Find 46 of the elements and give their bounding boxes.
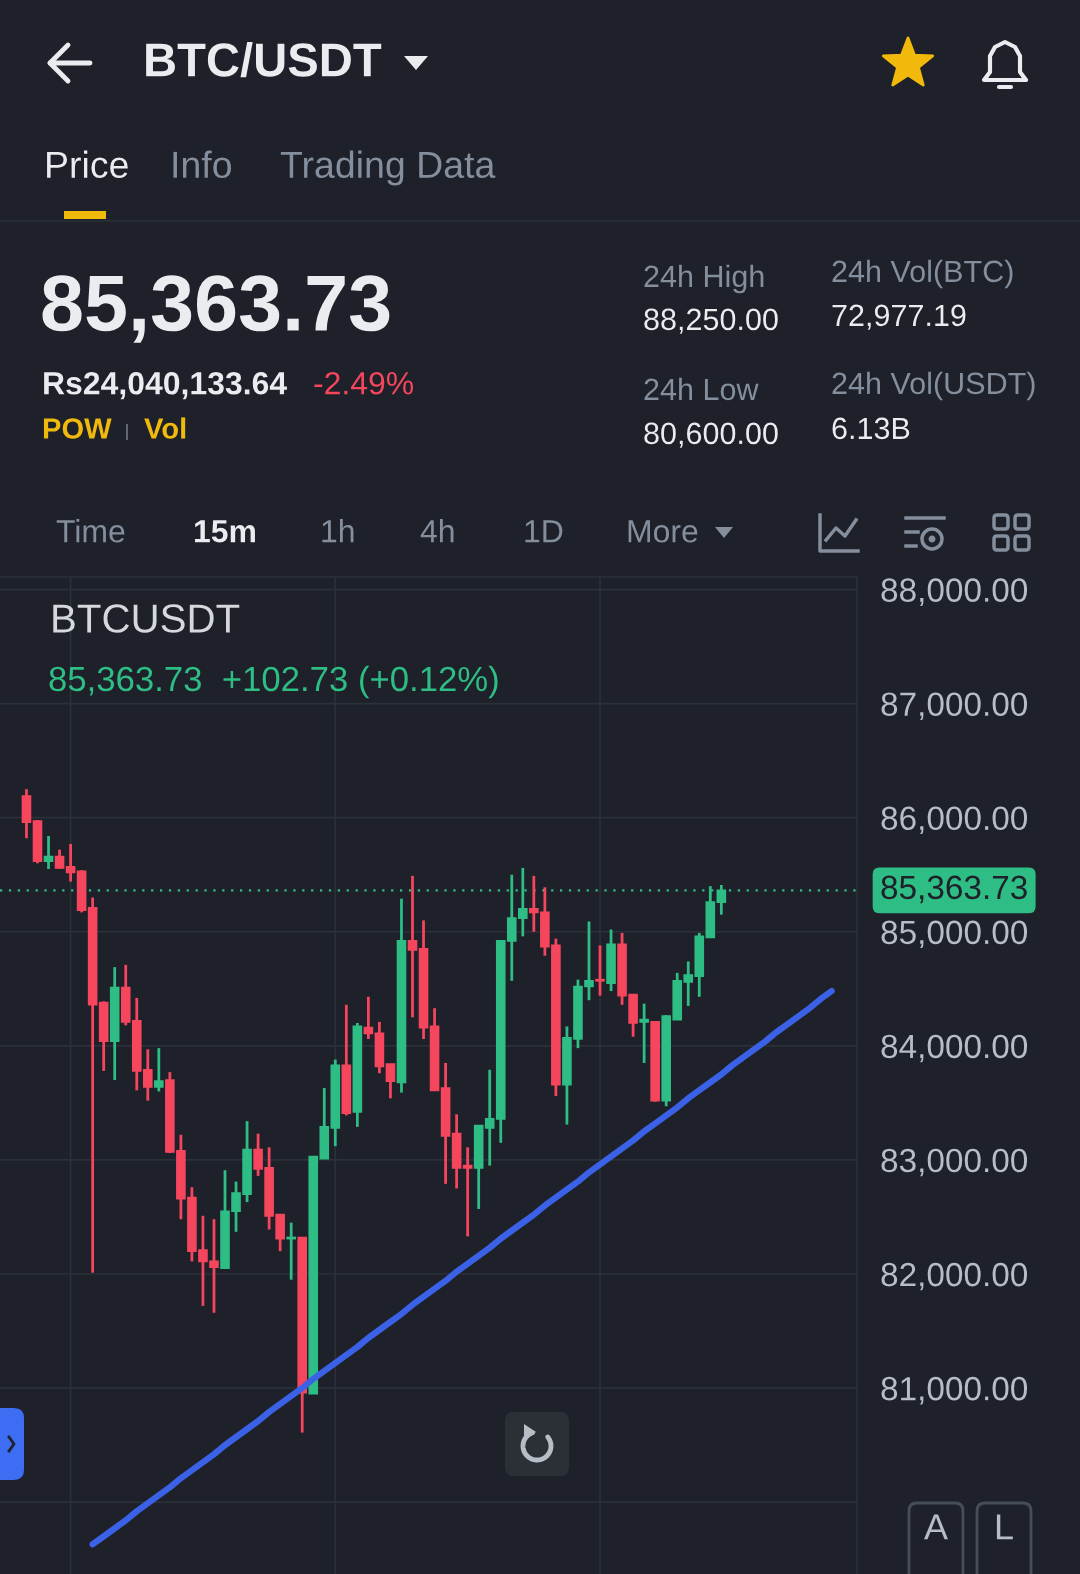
y-tick-label: 83,000.00 — [881, 1148, 1028, 1177]
text: 24h Vol(BTC) — [832, 259, 1013, 289]
text: Price — [47, 150, 128, 179]
text: 80,600.00 — [644, 422, 778, 448]
text: Trading Data — [280, 150, 496, 186]
y-tick-label: 85,000.00 — [881, 920, 1028, 949]
candlestick — [462, 1145, 473, 1238]
text: 72,977.19 — [832, 304, 966, 330]
candlestick — [363, 995, 374, 1041]
text: 6.13B — [832, 417, 910, 440]
text: 15m — [195, 520, 255, 543]
text: More — [628, 520, 698, 543]
ref-line-label: 85,363.73 — [881, 875, 1027, 904]
text: 4h — [420, 519, 454, 543]
text: 1h — [322, 519, 354, 543]
text: 24h High — [644, 264, 764, 294]
text: 24h Vol(USDT) — [832, 371, 1035, 401]
text: 85,363.73 — [42, 275, 390, 343]
text: POW — [43, 418, 112, 439]
text: -2.49% — [314, 371, 414, 395]
text: BTCUSDT — [53, 604, 240, 633]
candlestick — [385, 1062, 396, 1100]
text: Time — [56, 519, 125, 543]
y-tick-label: 82,000.00 — [881, 1262, 1028, 1291]
candlestick — [43, 834, 54, 871]
y-tick-label: 88,000.00 — [881, 578, 1028, 606]
text: 1D — [525, 520, 563, 543]
candlestick — [595, 944, 605, 998]
text: A — [924, 1514, 948, 1540]
text: 85,363.73 +102.73 (+0.12%) — [49, 665, 498, 699]
text: Info — [173, 150, 231, 179]
text: Rs24,040,133.64 — [44, 371, 287, 400]
y-tick-label: 86,000.00 — [881, 806, 1028, 835]
y-tick-label: 84,000.00 — [881, 1034, 1028, 1063]
candlestick — [154, 1046, 164, 1093]
text: 88,250.00 — [644, 308, 778, 334]
text: Vol — [144, 417, 186, 439]
candlestick — [716, 883, 727, 917]
text: L — [996, 1514, 1013, 1540]
text: 24h Low — [644, 377, 759, 401]
candlestick — [407, 874, 418, 1019]
candlestick — [639, 1002, 649, 1065]
candlestick — [65, 842, 76, 883]
y-tick-label: 81,000.00 — [881, 1376, 1028, 1405]
y-tick-label: 87,000.00 — [881, 692, 1028, 720]
text: BTC/USDT — [146, 41, 382, 78]
